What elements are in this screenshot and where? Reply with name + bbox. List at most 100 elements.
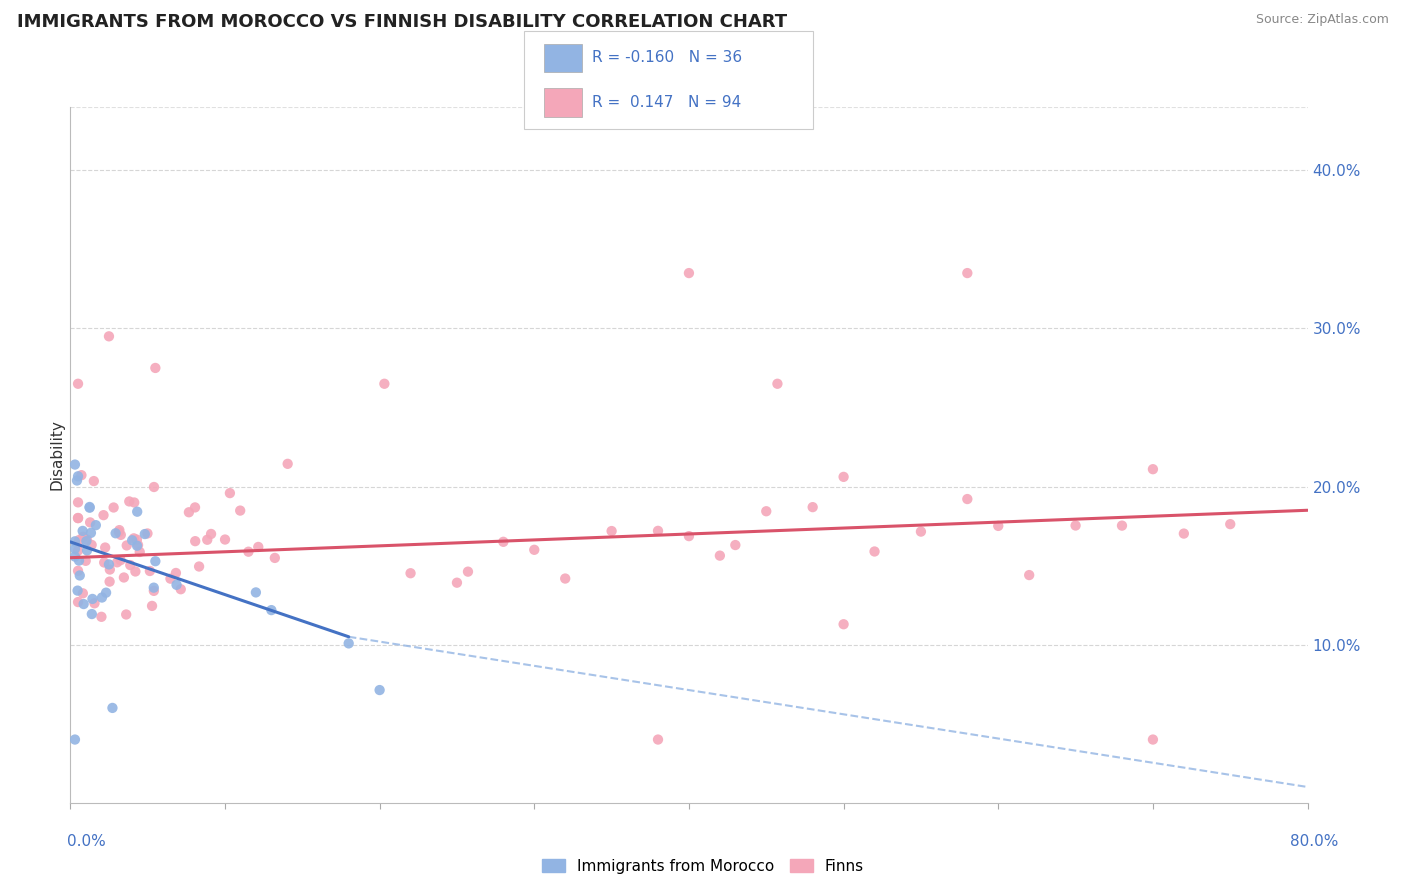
Point <box>124 565 146 579</box>
Point <box>67 495 90 509</box>
Point <box>80 538 103 552</box>
Point <box>83 474 105 488</box>
Point <box>79 500 101 514</box>
Point <box>67 543 90 558</box>
Point <box>63 732 86 747</box>
Point <box>108 523 131 537</box>
Point <box>115 538 138 552</box>
Point <box>1142 462 1164 476</box>
Point <box>134 527 156 541</box>
Point <box>554 572 576 586</box>
Point <box>75 554 97 568</box>
Point <box>103 500 125 515</box>
Point <box>766 376 789 391</box>
Point <box>214 533 236 547</box>
Text: R = -0.160   N = 36: R = -0.160 N = 36 <box>592 51 742 65</box>
Point <box>63 534 86 549</box>
Point <box>956 266 979 280</box>
Point <box>170 582 193 597</box>
Point <box>94 585 117 599</box>
Point <box>1018 568 1040 582</box>
Point <box>956 491 979 506</box>
Point <box>987 519 1010 533</box>
Point <box>79 500 101 515</box>
Point <box>184 500 207 515</box>
Point <box>67 533 90 547</box>
Point <box>70 468 93 483</box>
Point <box>91 591 114 605</box>
Point <box>260 603 283 617</box>
Point <box>72 524 94 538</box>
Text: Source: ZipAtlas.com: Source: ZipAtlas.com <box>1256 13 1389 27</box>
Point <box>90 609 112 624</box>
Point <box>75 534 97 549</box>
Text: 80.0%: 80.0% <box>1291 834 1339 849</box>
Point <box>247 540 270 554</box>
Point <box>72 586 94 600</box>
Point <box>112 570 135 584</box>
Point <box>166 578 188 592</box>
Point <box>177 505 200 519</box>
Point <box>142 583 165 598</box>
Point <box>136 526 159 541</box>
Point <box>93 508 115 523</box>
Point <box>128 545 150 559</box>
Y-axis label: Disability: Disability <box>49 419 65 491</box>
Point <box>127 538 149 552</box>
Point <box>195 533 218 547</box>
Point <box>709 549 731 563</box>
Point <box>724 538 747 552</box>
Point <box>72 597 94 611</box>
Point <box>98 574 121 589</box>
Point <box>647 732 669 747</box>
Point <box>120 558 142 573</box>
Point <box>80 607 103 621</box>
Point <box>832 470 855 484</box>
Point <box>67 376 90 391</box>
Text: R =  0.147   N = 94: R = 0.147 N = 94 <box>592 95 741 110</box>
Point <box>122 495 145 509</box>
Point <box>83 596 105 610</box>
Point <box>67 553 90 567</box>
Text: IMMIGRANTS FROM MOROCCO VS FINNISH DISABILITY CORRELATION CHART: IMMIGRANTS FROM MOROCCO VS FINNISH DISAB… <box>17 13 787 31</box>
Point <box>219 486 242 500</box>
Point <box>115 607 138 622</box>
Point <box>801 500 824 515</box>
Point <box>108 524 131 539</box>
Point <box>63 458 86 472</box>
Point <box>98 563 121 577</box>
Point <box>67 469 90 483</box>
Point <box>200 527 222 541</box>
Point <box>142 581 165 595</box>
Point <box>76 543 98 558</box>
Point <box>101 701 124 715</box>
Point <box>184 534 207 549</box>
Point <box>66 474 89 488</box>
Point <box>647 524 669 538</box>
Point <box>1142 732 1164 747</box>
Point <box>141 599 163 613</box>
Point <box>245 585 267 599</box>
Point <box>139 564 162 578</box>
Point <box>67 511 90 525</box>
Point <box>93 556 115 570</box>
Point <box>523 542 546 557</box>
Point <box>188 559 211 574</box>
Point <box>118 494 141 508</box>
Point <box>121 533 143 548</box>
Point <box>127 505 149 519</box>
Text: 0.0%: 0.0% <box>67 834 107 849</box>
Point <box>165 566 187 580</box>
Point <box>67 595 90 609</box>
Point <box>145 360 167 375</box>
Point <box>67 564 90 578</box>
Point <box>910 524 932 539</box>
Point <box>1064 518 1087 533</box>
Point <box>66 583 89 598</box>
Point <box>373 376 395 391</box>
Legend: Immigrants from Morocco, Finns: Immigrants from Morocco, Finns <box>536 853 870 880</box>
Point <box>72 530 94 544</box>
Point <box>98 329 121 343</box>
Point <box>63 549 86 564</box>
Point <box>457 565 479 579</box>
